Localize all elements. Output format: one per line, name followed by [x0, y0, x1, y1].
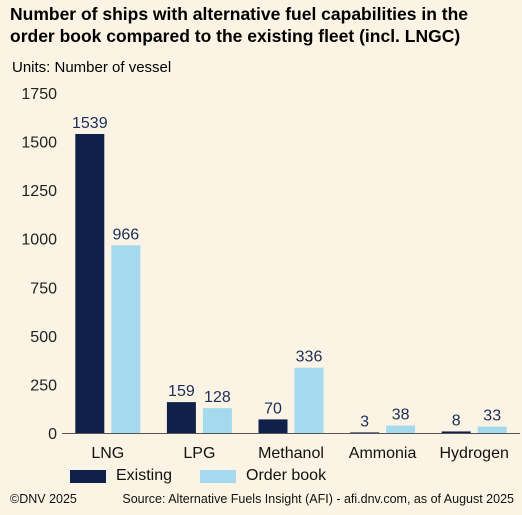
- y-tick-label: 250: [30, 377, 57, 394]
- x-axis: LNG LPG Methanol Ammonia Hydrogen: [91, 445, 509, 462]
- legend: Existing Order book: [70, 467, 354, 485]
- data-label: 1539: [72, 115, 108, 132]
- x-tick-label: LNG: [91, 445, 124, 462]
- x-tick-label: Methanol: [258, 445, 324, 462]
- legend-item-existing: Existing: [70, 467, 172, 485]
- legend-swatch-existing: [70, 469, 106, 483]
- legend-label-existing: Existing: [116, 467, 173, 484]
- copyright: ©DNV 2025: [10, 492, 77, 506]
- y-tick-label: 0: [48, 426, 57, 443]
- legend-label-order-book: Order book: [246, 467, 327, 484]
- bar-order-book-ammonia: [386, 425, 416, 433]
- data-label: 128: [204, 389, 231, 406]
- y-tick-label: 1750: [21, 86, 57, 103]
- data-label: 336: [296, 349, 323, 366]
- bar-order-book-lng: [111, 245, 141, 433]
- bar-chart: 0 250 500 750 1000 1250 1500 1750 1539 966 159 128…: [21, 86, 520, 462]
- y-tick-label: 1250: [21, 183, 57, 200]
- bar-order-book-hydrogen: [477, 426, 507, 433]
- bar-order-book-lpg: [202, 408, 232, 433]
- data-label: 3: [360, 413, 369, 430]
- x-tick-label: Hydrogen: [440, 445, 509, 462]
- y-tick-label: 500: [30, 329, 57, 346]
- y-tick-label: 1000: [21, 232, 57, 249]
- bar-existing-lpg: [166, 402, 196, 433]
- y-tick-label: 750: [30, 280, 57, 297]
- bar-existing-hydrogen: [441, 431, 471, 433]
- bar-existing-ammonia: [350, 432, 380, 434]
- x-tick-label: LPG: [183, 445, 215, 462]
- data-label: 159: [168, 383, 195, 400]
- legend-swatch-order-book: [200, 469, 237, 483]
- bar-existing-methanol: [258, 419, 288, 433]
- data-label: 8: [452, 412, 461, 429]
- data-label: 33: [483, 408, 501, 425]
- bar-order-book-methanol: [294, 367, 324, 433]
- source-note: Source: Alternative Fuels Insight (AFI) …: [122, 492, 514, 506]
- data-label: 966: [112, 226, 139, 243]
- legend-item-order-book: Order book: [200, 467, 326, 485]
- x-tick-label: Ammonia: [349, 445, 417, 462]
- chart-title: Number of ships with alternative fuel ca…: [10, 4, 469, 46]
- data-label: 70: [264, 400, 282, 417]
- bar-existing-lng: [75, 133, 105, 433]
- y-tick-label: 1500: [21, 135, 57, 152]
- bars: 1539 966 159 128 70 336 3 38 8 33: [72, 115, 507, 434]
- units-label: Units: Number of vessel: [12, 59, 172, 76]
- y-axis: 0 250 500 750 1000 1250 1500 1750: [21, 86, 57, 443]
- data-label: 38: [392, 407, 410, 424]
